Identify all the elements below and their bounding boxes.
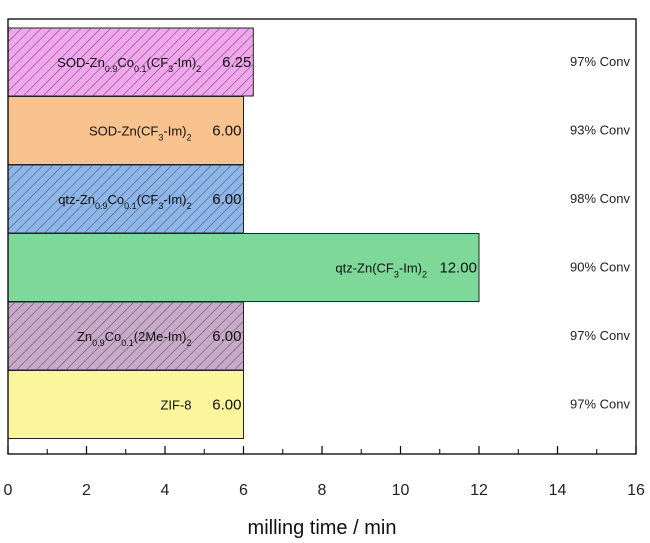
bar-group: 6.25 SOD-Zn0.9Co0.1(CF3-Im)2 97% Conv bbox=[7, 27, 630, 97]
bar-group: 6.00 SOD-Zn(CF3-Im)2 93% Conv bbox=[7, 96, 630, 165]
bar-group: 12.00 qtz-Zn(CF3-Im)2 90% Conv bbox=[7, 233, 630, 302]
tick-label: 6 bbox=[239, 482, 248, 499]
value-label: 6.00 bbox=[212, 191, 241, 208]
bars-layer: 6.00 ZIF-8 97% Conv 6.00 Zn0.9Co0.1(2Me-Im)2… bbox=[7, 27, 630, 439]
value-label: 6.00 bbox=[212, 123, 241, 140]
tick-label: 2 bbox=[82, 482, 91, 499]
bar-label: qtz-Zn(CF3-Im)2 bbox=[335, 261, 427, 280]
bar-hatch bbox=[8, 302, 244, 370]
bar-label: SOD-Zn(CF3-Im)2 bbox=[89, 124, 191, 143]
bar-hatch bbox=[8, 28, 254, 96]
tick-label: 0 bbox=[4, 482, 13, 499]
bar-group: 6.00 ZIF-8 97% Conv bbox=[7, 370, 630, 439]
x-axis-title: milling time / min bbox=[248, 517, 397, 539]
tick-label: 4 bbox=[161, 482, 170, 499]
conversion-label: 98% Conv bbox=[570, 191, 630, 206]
bar-hatch bbox=[8, 165, 244, 233]
bar-label: Zn0.9Co0.1(2Me-Im)2 bbox=[77, 329, 192, 348]
bar-group: 6.00 Zn0.9Co0.1(2Me-Im)2 97% Conv bbox=[7, 301, 630, 371]
conversion-label: 97% Conv bbox=[570, 328, 630, 343]
tick-label: 10 bbox=[392, 482, 410, 499]
tick-label: 12 bbox=[470, 482, 488, 499]
value-label: 6.00 bbox=[212, 397, 241, 414]
bar-label: SOD-Zn0.9Co0.1(CF3-Im)2 bbox=[57, 55, 201, 74]
bar bbox=[7, 370, 244, 439]
bar-group: 6.00 qtz-Zn0.9Co0.1(CF3-Im)2 98% Conv bbox=[7, 164, 630, 234]
conversion-label: 93% Conv bbox=[570, 123, 630, 138]
value-label: 6.00 bbox=[212, 328, 241, 345]
bar-label: qtz-Zn0.9Co0.1(CF3-Im)2 bbox=[58, 192, 191, 211]
value-label: 6.25 bbox=[222, 54, 251, 71]
bar-label: ZIF-8 bbox=[160, 398, 191, 413]
tick-label: 16 bbox=[627, 482, 645, 499]
tick-label: 14 bbox=[549, 482, 567, 499]
conversion-label: 90% Conv bbox=[570, 260, 630, 275]
conversion-label: 97% Conv bbox=[570, 397, 630, 412]
ticks-layer: 0 2 4 6 8 10 12 14 16 bbox=[4, 446, 645, 499]
value-label: 12.00 bbox=[439, 260, 477, 277]
bar bbox=[7, 96, 244, 165]
tick-label: 8 bbox=[318, 482, 327, 499]
conversion-label: 97% Conv bbox=[570, 54, 630, 69]
